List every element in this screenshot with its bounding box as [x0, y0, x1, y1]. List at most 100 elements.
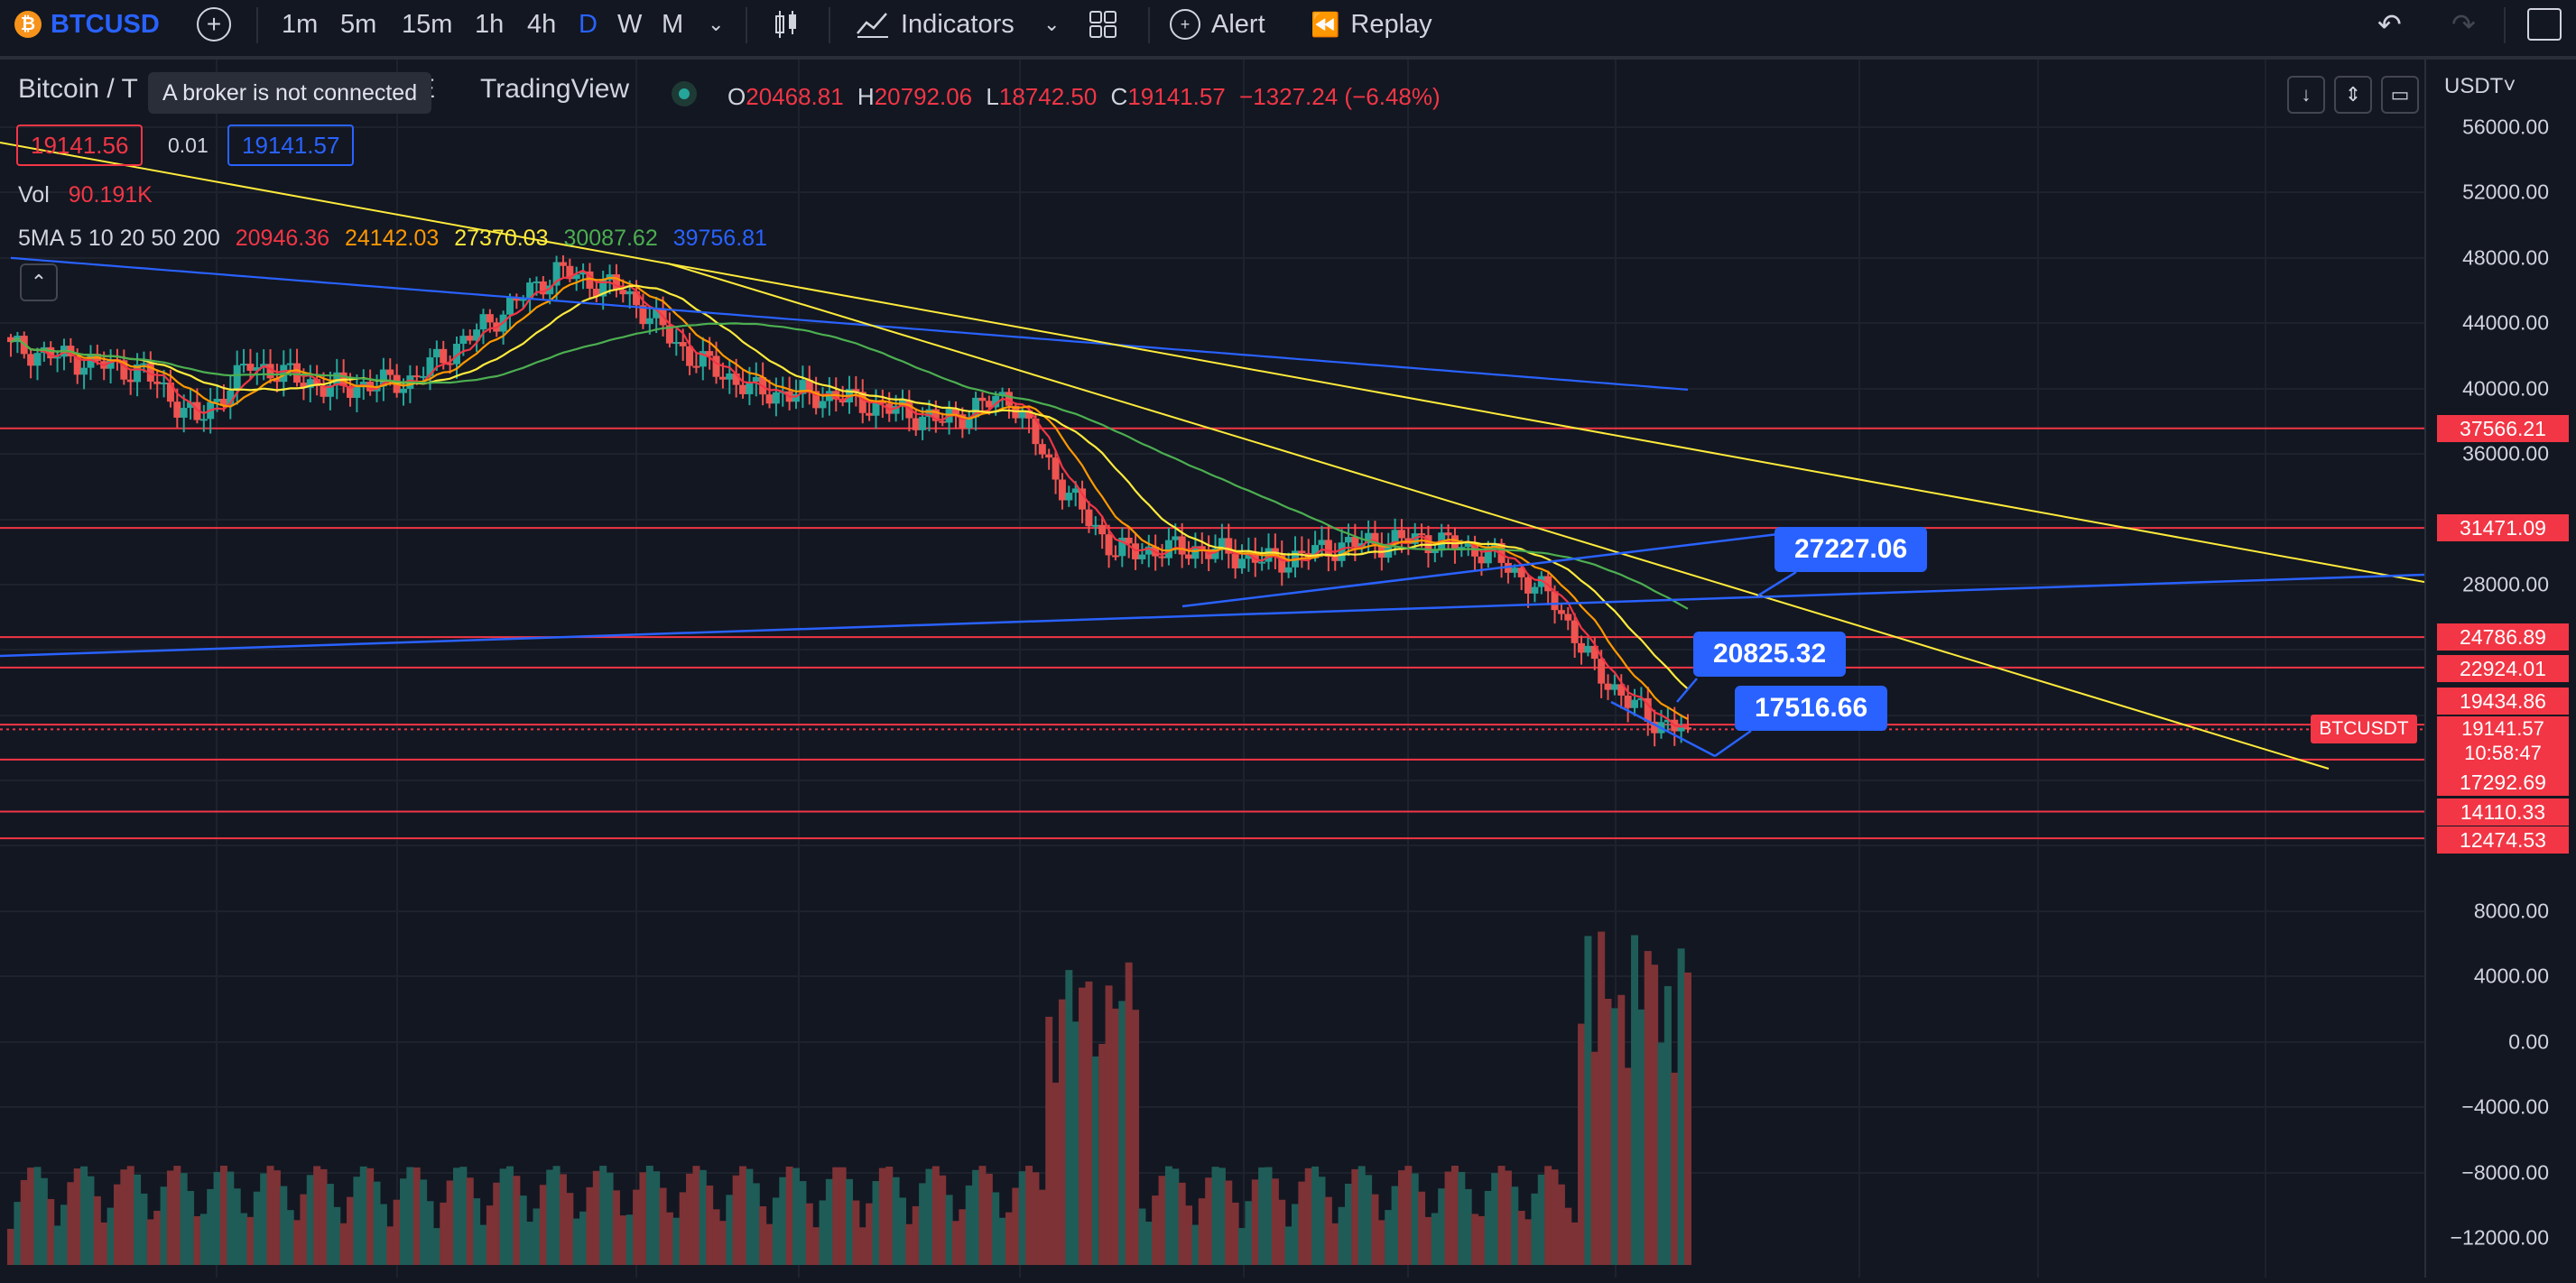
moving-average-line [10, 256, 1689, 391]
indicators-button[interactable]: Indicators [856, 0, 1015, 49]
layouts-button[interactable] [1089, 0, 1117, 49]
volume-bar [40, 1177, 48, 1265]
price-callout[interactable]: 27227.06 [1774, 527, 1928, 572]
candle-body [1391, 530, 1399, 545]
volume-bar [712, 1209, 720, 1265]
volume-bar [992, 1192, 1000, 1265]
candle-body [1278, 555, 1286, 573]
candle-body [486, 314, 494, 323]
currency-selector[interactable]: USDT˅ [2444, 74, 2516, 98]
candle-body [320, 385, 328, 397]
volume-bar [1504, 1170, 1512, 1265]
symbol-title[interactable]: Bitcoin / T [18, 74, 138, 104]
candle-body [1578, 642, 1586, 653]
candle-body [799, 380, 807, 394]
volume-bar [347, 1196, 355, 1265]
volume-bars [7, 931, 1691, 1265]
candle-body [107, 359, 115, 369]
volume-bar [1071, 1021, 1080, 1265]
separator [1148, 7, 1150, 43]
interval-1m[interactable]: 1m [282, 0, 318, 49]
volume-bar [93, 1195, 101, 1265]
maximize-pane-button[interactable]: ▭ [2381, 76, 2419, 114]
volume-legend[interactable]: Vol 90.191K [18, 182, 153, 208]
volume-bar [552, 1166, 561, 1265]
redo-button[interactable]: ↷ [2451, 0, 2476, 49]
rewind-icon: ⏪ [1311, 10, 1340, 38]
volume-bar [539, 1185, 547, 1265]
candle-body [505, 297, 514, 315]
current-price-tag[interactable]: 19141.57 10:58:47 [2437, 716, 2569, 769]
interval-5m[interactable]: 5m [340, 0, 376, 49]
level-tag[interactable]: 14110.33 [2437, 798, 2569, 826]
indicators-dropdown[interactable]: ⌄ [1043, 0, 1060, 49]
candle-body [858, 392, 866, 413]
scroll-down-button[interactable]: ↓ [2287, 76, 2325, 114]
chart-pane[interactable] [0, 60, 2424, 1278]
add-symbol-button[interactable]: + [197, 0, 231, 49]
collapse-legend-button[interactable]: ⌃ [20, 263, 58, 301]
level-tag[interactable]: 12474.53 [2437, 826, 2569, 854]
volume-bar [486, 1205, 494, 1265]
volume-bar [67, 1182, 75, 1265]
volume-bar [426, 1201, 434, 1265]
interval-15m[interactable]: 15m [402, 0, 452, 49]
volume-bar [1624, 1067, 1632, 1265]
volume-bar [60, 1205, 68, 1265]
interval-m[interactable]: M [662, 0, 683, 49]
interval-1h[interactable]: 1h [475, 0, 504, 49]
ma-legend[interactable]: 5MA 5 10 20 50 200 20946.36 24142.03 273… [18, 226, 767, 252]
price-axis[interactable]: USDT˅ [2424, 60, 2576, 1278]
candle-body [653, 309, 661, 318]
volume-bar [1484, 1190, 1492, 1265]
fullscreen-button[interactable] [2527, 0, 2562, 49]
volume-bar [1524, 1219, 1533, 1265]
candle-body [812, 391, 820, 409]
sell-price-button[interactable]: 19141.56 [16, 125, 144, 166]
interval-w[interactable]: W [617, 0, 642, 49]
interval-d[interactable]: D [579, 0, 598, 49]
buy-price-button[interactable]: 19141.57 [227, 125, 355, 166]
candle-body [180, 408, 188, 418]
interval-dropdown[interactable]: ⌄ [708, 0, 724, 49]
interval-4h[interactable]: 4h [527, 0, 556, 49]
level-tag[interactable]: 22924.01 [2437, 655, 2569, 682]
candle-body [1584, 645, 1592, 653]
change-value: −1327.24 (−6.48%) [1239, 83, 1441, 110]
chevron-up-icon: ⌃ [30, 271, 48, 293]
volume-bar [1258, 1167, 1266, 1265]
volume-bar [885, 1167, 894, 1265]
volume-bar [227, 1171, 235, 1265]
candle-body [173, 402, 181, 418]
trendline [0, 142, 2424, 583]
volume-bar [1610, 1008, 1618, 1265]
level-tag[interactable]: 31471.09 [2437, 514, 2569, 541]
candle-body [1418, 533, 1426, 536]
volume-bar [180, 1173, 188, 1265]
replay-button[interactable]: ⏪ Replay [1311, 0, 1432, 49]
price-callout[interactable]: 20825.32 [1693, 632, 1847, 677]
candle-body [246, 364, 255, 371]
alert-button[interactable]: + Alert [1170, 0, 1265, 49]
volume-bar [779, 1177, 787, 1265]
level-tag[interactable]: 19434.86 [2437, 688, 2569, 715]
collapse-pane-button[interactable]: ⇕ [2334, 76, 2372, 114]
price-callout[interactable]: 17516.66 [1735, 686, 1888, 731]
volume-bar [945, 1195, 953, 1265]
volume-bar [412, 1167, 421, 1265]
volume-bar [260, 1173, 268, 1265]
candle-body [985, 401, 993, 408]
volume-bar [1158, 1176, 1166, 1265]
volume-bar [379, 1204, 387, 1265]
price-chart[interactable] [0, 60, 2424, 1278]
level-tag[interactable]: 37566.21 [2437, 415, 2569, 442]
volume-bar [173, 1166, 181, 1265]
symbol-search[interactable]: ₿ BTCUSD [14, 0, 160, 49]
volume-bar [473, 1198, 481, 1265]
chart-type-button[interactable] [773, 0, 800, 49]
ma-value: 39756.81 [672, 226, 767, 251]
level-tag[interactable]: 24786.89 [2437, 623, 2569, 651]
level-tag[interactable]: 17292.69 [2437, 769, 2569, 796]
candle-body [951, 409, 959, 415]
undo-button[interactable]: ↶ [2377, 0, 2402, 49]
